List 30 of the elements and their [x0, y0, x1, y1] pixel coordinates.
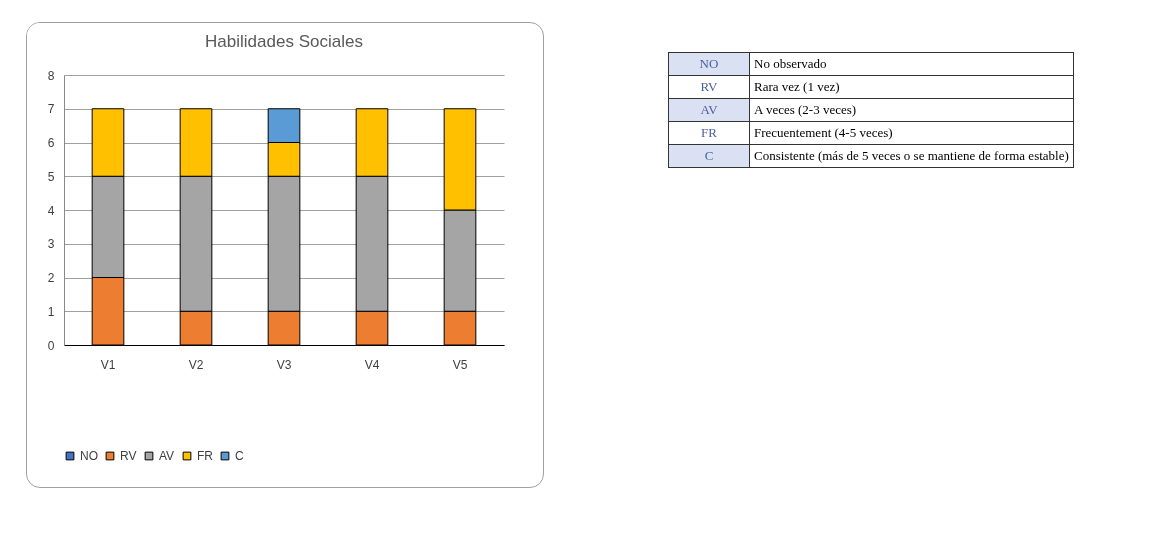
y-tick-label: 8 — [47, 68, 55, 83]
text: Rara vez (1 vez) — [749, 75, 1074, 99]
legend-label: FR — [197, 449, 214, 463]
text: AV — [668, 98, 750, 122]
legend-label: C — [235, 449, 244, 463]
y-tick-label: 2 — [47, 271, 55, 285]
text: No observado — [749, 52, 1074, 76]
text: Consistente (más de 5 veces o se mantiene de forma estable) — [749, 144, 1074, 168]
y-tick-label: 6 — [47, 136, 55, 150]
text: Frecuentement (4-5 veces) — [749, 121, 1074, 145]
y-tick-label: 5 — [47, 169, 55, 184]
y-tick-label: 0 — [47, 338, 55, 353]
x-tick-label: V1 — [100, 357, 116, 372]
text: NO — [668, 52, 750, 76]
text: RV — [668, 75, 750, 99]
text: C — [668, 144, 750, 168]
chart-title: Habilidades Sociales — [205, 32, 363, 51]
legend-label: RV — [120, 449, 137, 463]
y-tick-label: 1 — [47, 304, 55, 319]
text: A veces (2-3 veces) — [749, 98, 1074, 122]
x-tick-label: V2 — [188, 357, 204, 372]
y-tick-label: 3 — [47, 237, 55, 252]
x-tick-label: V3 — [276, 357, 292, 372]
legend-label: NO — [80, 449, 98, 463]
x-tick-label: V5 — [452, 357, 468, 372]
y-tick-label: 4 — [47, 203, 55, 218]
legend-label: AV — [159, 449, 175, 463]
y-tick-label: 7 — [47, 102, 55, 117]
text: FR — [668, 121, 750, 145]
x-tick-label: V4 — [364, 357, 380, 372]
